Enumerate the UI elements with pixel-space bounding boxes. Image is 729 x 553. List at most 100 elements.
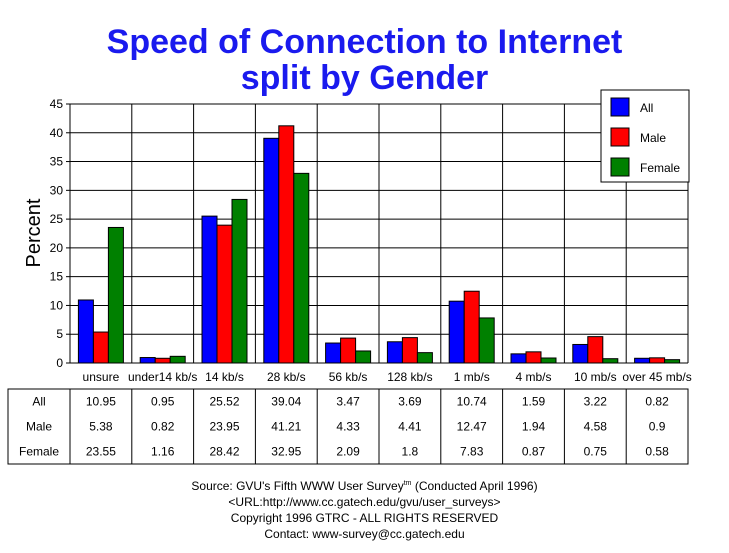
- data-table-cell: 32.95: [271, 445, 301, 459]
- y-axis-label: Percent: [23, 198, 45, 267]
- x-tick-label: 14 kb/s: [205, 370, 244, 384]
- footer-trademark: tm: [403, 480, 412, 487]
- footer-url: <URL:http://www.cc.gatech.edu/gvu/user_s…: [228, 495, 501, 509]
- legend-swatch-female: [610, 157, 630, 177]
- data-table-cell: 0.87: [522, 445, 546, 459]
- data-table-cell: 2.09: [336, 445, 360, 459]
- chart-title: Speed of Connection to Internet split by…: [0, 24, 729, 96]
- data-table-cell: 4.41: [398, 420, 422, 434]
- bar-female: [664, 359, 681, 364]
- data-table-cell: 0.9: [649, 420, 666, 434]
- x-tick-label: under14 kb/s: [128, 370, 197, 384]
- bar-male: [92, 331, 109, 364]
- bar-all: [572, 343, 589, 364]
- bar-female: [231, 198, 248, 364]
- bar-all: [510, 353, 527, 364]
- x-tick-label: 28 kb/s: [267, 370, 306, 384]
- bar-chart: 0 5 10 15 20 25 30 35 40 45 Percent unsure under14 k…: [7, 89, 692, 465]
- legend-swatch-all: [610, 97, 630, 117]
- data-table-cell: 41.21: [271, 420, 301, 434]
- bar-female: [293, 172, 310, 364]
- data-table-cell: 4.33: [336, 420, 360, 434]
- x-tick-label: 1 mb/s: [454, 370, 490, 384]
- data-table-cell: 10.74: [457, 395, 487, 409]
- data-table-cell: 0.95: [151, 395, 175, 409]
- chart-title-line2: split by Gender: [240, 59, 489, 97]
- bar-female: [416, 352, 433, 364]
- legend-label-male: Male: [640, 131, 666, 145]
- chart-title-line1: Speed of Connection to Internet: [106, 23, 623, 61]
- y-tick-label: 10: [50, 298, 64, 312]
- footer-source: Source: GVU's Fifth WWW User Surveytm (C…: [0, 476, 729, 494]
- data-table-cell: 3.47: [336, 395, 360, 409]
- data-table-cell: 25.52: [209, 395, 239, 409]
- bar-all: [386, 341, 403, 364]
- data-table-cell: 3.22: [584, 395, 608, 409]
- data-table-cell: 1.16: [151, 445, 175, 459]
- bar-all: [448, 300, 465, 364]
- data-table-cell: 4.58: [584, 420, 608, 434]
- bar-female: [107, 226, 124, 364]
- y-tick-label: 15: [50, 270, 64, 284]
- data-table-cell: 3.69: [398, 395, 422, 409]
- x-tick-label: unsure: [83, 370, 120, 384]
- x-tick-label: 4 mb/s: [515, 370, 551, 384]
- x-tick-label: over 45 mb/s: [622, 370, 691, 384]
- data-table-cell: 0.58: [645, 445, 669, 459]
- y-tick-label: 0: [56, 356, 63, 370]
- bar-male: [463, 290, 480, 364]
- data-table-row-label: All: [32, 395, 45, 409]
- footer-contact: Contact: www-survey@cc.gatech.edu: [264, 527, 465, 541]
- legend-label-all: All: [640, 101, 653, 115]
- bar-female: [355, 350, 372, 364]
- bar-all: [325, 342, 342, 364]
- data-table-cell: 39.04: [271, 395, 301, 409]
- data-table-cell: 1.94: [522, 420, 546, 434]
- data-table-cell: 28.42: [209, 445, 239, 459]
- bar-all: [201, 215, 218, 364]
- bar-male: [278, 125, 295, 364]
- x-tick-label: 128 kb/s: [387, 370, 432, 384]
- data-table-border: [7, 388, 689, 465]
- data-table-cell: 12.47: [457, 420, 487, 434]
- data-table-cell: 23.55: [86, 445, 116, 459]
- y-tick-label: 35: [50, 155, 64, 169]
- data-table-cell: 10.95: [86, 395, 116, 409]
- bar-female: [169, 355, 186, 364]
- bar-male: [587, 336, 604, 364]
- footer-copyright: Copyright 1996 GTRC - ALL RIGHTS RESERVE…: [230, 511, 499, 525]
- data-table-cell: 5.38: [89, 420, 113, 434]
- y-tick-label: 45: [50, 97, 64, 111]
- footer-source-text: Source: GVU's Fifth WWW User Survey: [191, 479, 404, 493]
- x-tick-label: 56 kb/s: [329, 370, 368, 384]
- y-tick-label: 40: [50, 126, 64, 140]
- bar-male: [154, 357, 171, 364]
- bar-male: [649, 357, 666, 364]
- bar-female: [478, 317, 495, 364]
- x-tick-label: 10 mb/s: [574, 370, 617, 384]
- bar-all: [634, 357, 651, 364]
- bar-all: [77, 299, 94, 364]
- y-tick-label: 30: [50, 183, 64, 197]
- y-tick-label: 25: [50, 212, 64, 226]
- data-table-cell: 0.75: [584, 445, 608, 459]
- bar-male: [340, 337, 357, 364]
- data-table-cell: 7.83: [460, 445, 484, 459]
- legend-label-female: Female: [640, 161, 680, 175]
- data-table-cell: 1.59: [522, 395, 546, 409]
- y-tick-label: 20: [50, 241, 64, 255]
- bar-female: [540, 357, 557, 364]
- data-table-row-label: Female: [19, 445, 59, 459]
- data-table-cell: 23.95: [209, 420, 239, 434]
- footer-conducted: (Conducted April 1996): [411, 479, 538, 493]
- data-table-cell: 0.82: [645, 395, 669, 409]
- bar-male: [401, 337, 418, 364]
- bar-all: [139, 357, 156, 364]
- bar-male: [525, 351, 542, 364]
- bar-female: [602, 358, 619, 364]
- chart-footer: Source: GVU's Fifth WWW User Surveytm (C…: [0, 476, 729, 542]
- bar-all: [263, 137, 280, 364]
- bar-male: [216, 224, 233, 364]
- data-table-row-label: Male: [26, 420, 52, 434]
- y-tick-label: 5: [56, 327, 63, 341]
